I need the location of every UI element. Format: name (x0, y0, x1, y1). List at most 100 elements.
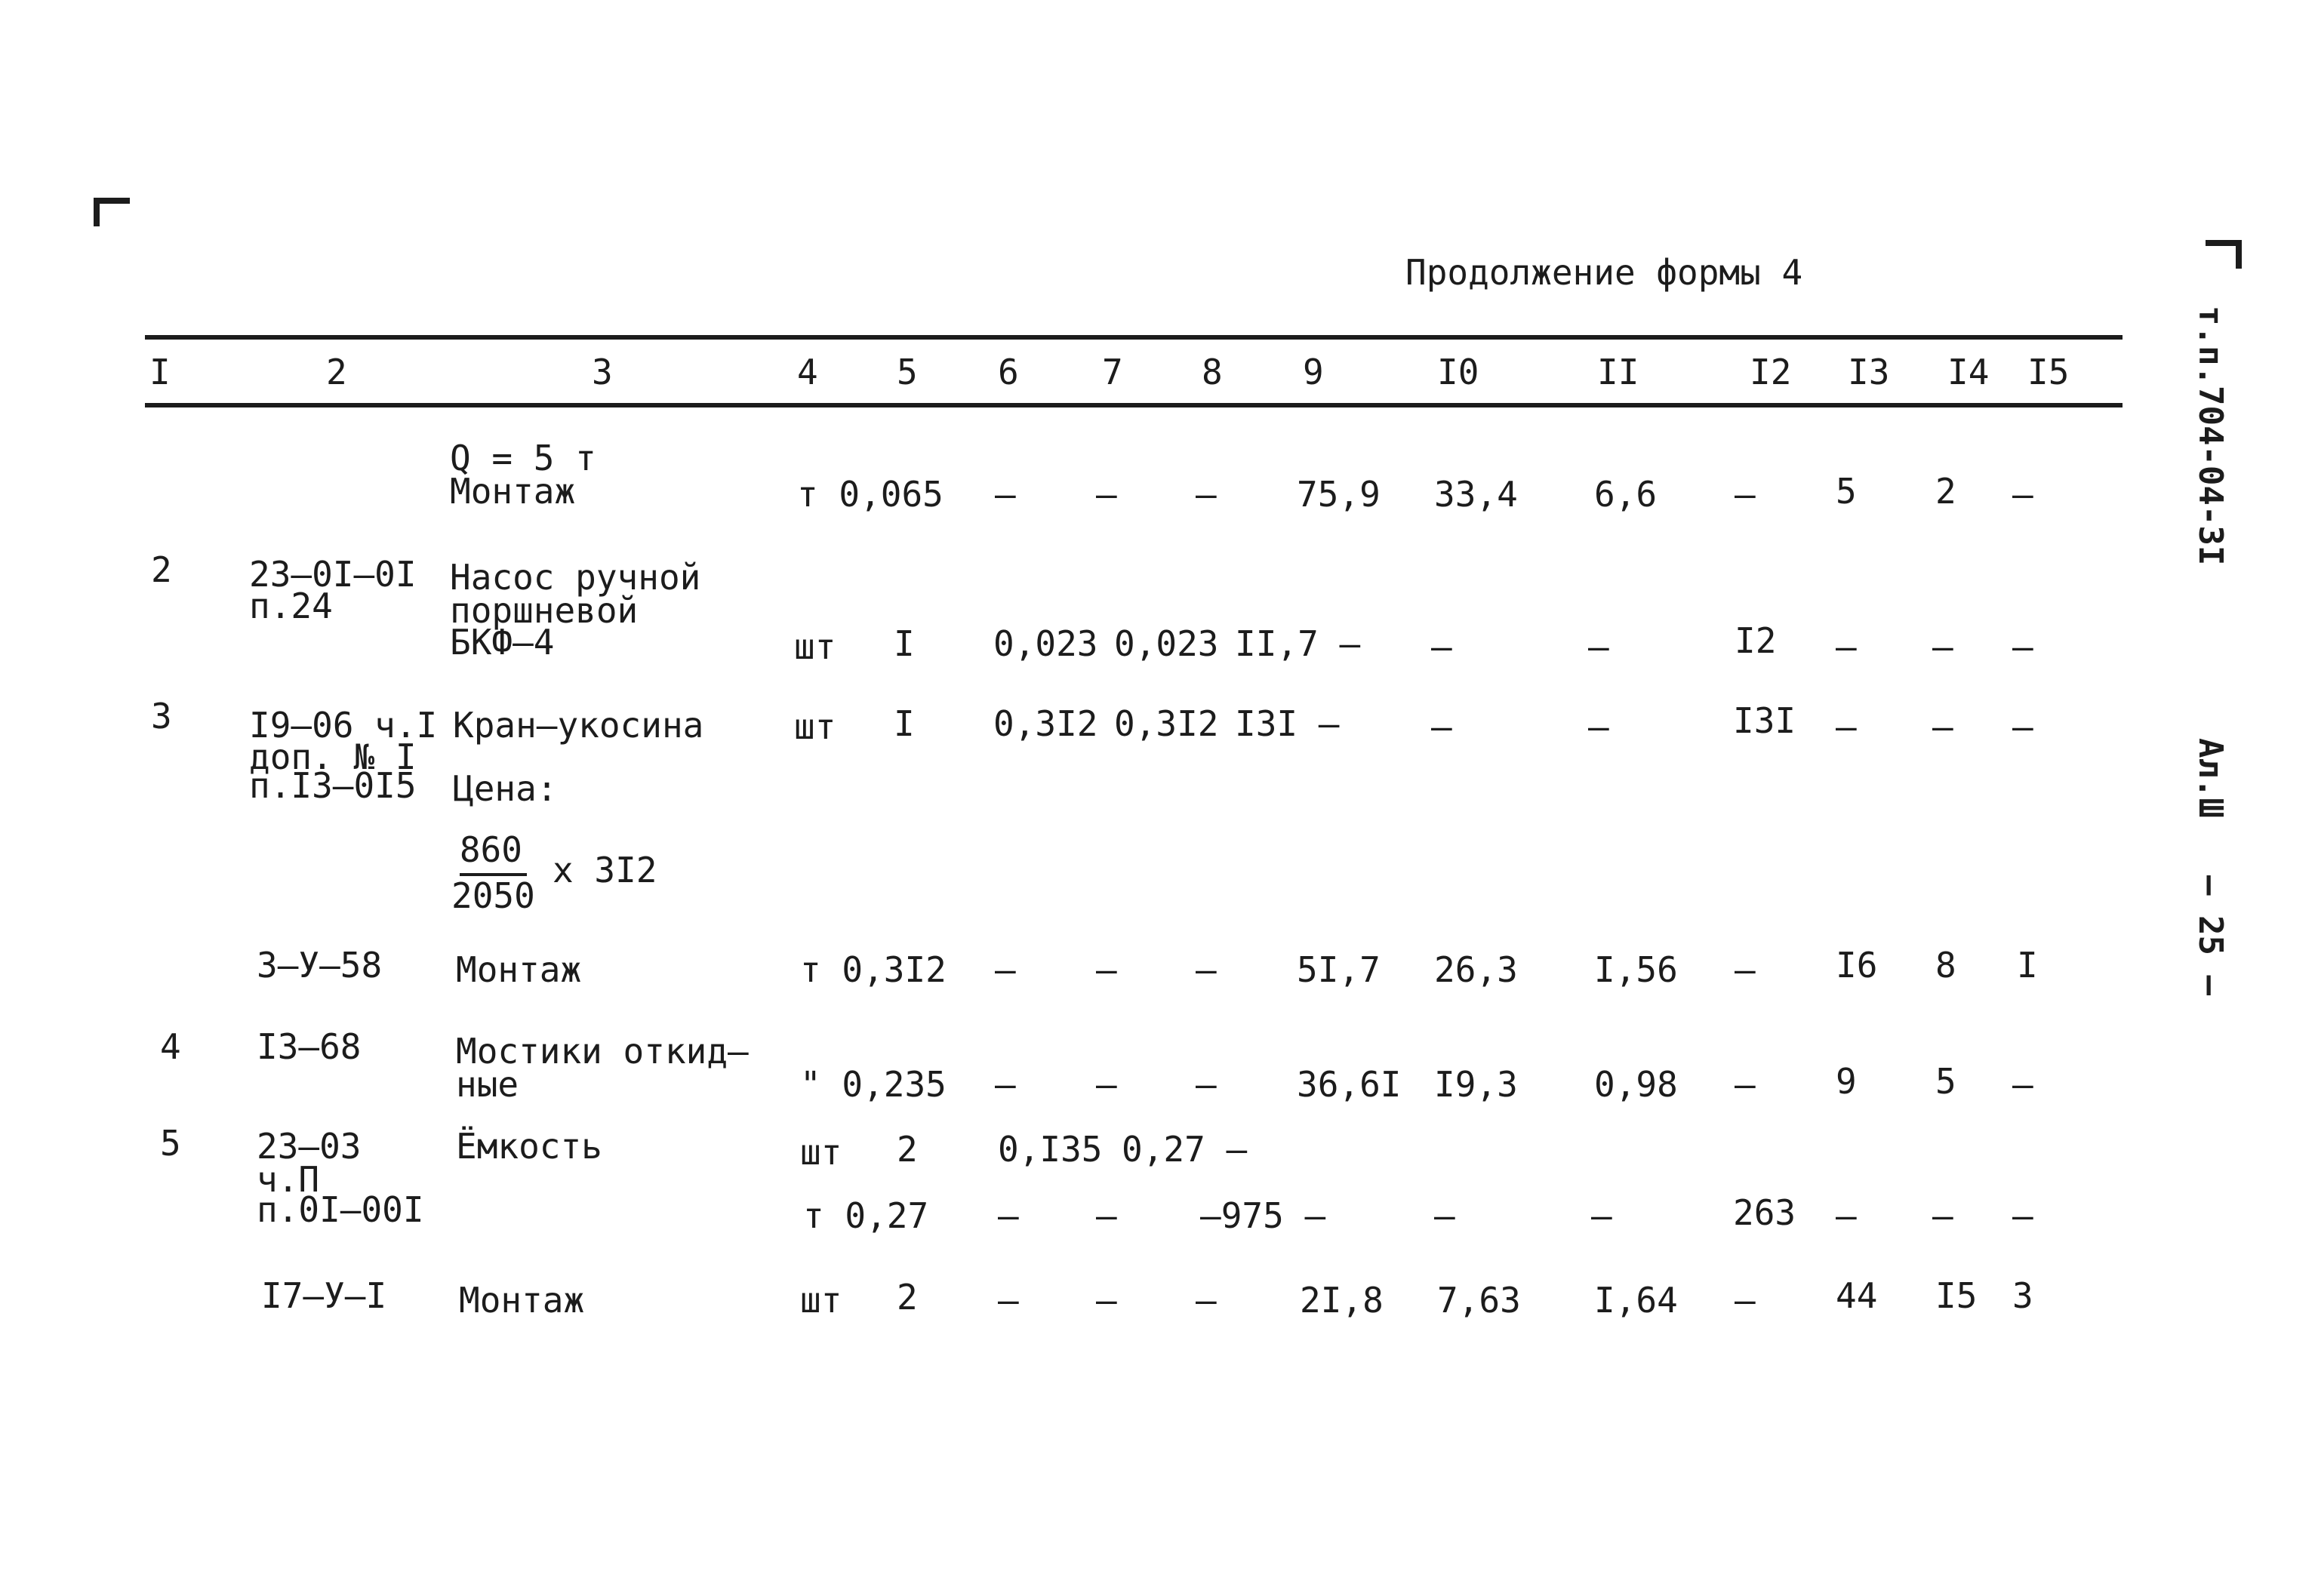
corner-mark-right (2206, 240, 2242, 269)
cell: – (2012, 1064, 2033, 1105)
quantity: 2 (897, 1129, 918, 1170)
cell: – (2012, 474, 2033, 515)
cell: I5 (1935, 1275, 1978, 1316)
cell: – (995, 474, 1016, 515)
page-number: — 25 — (2191, 875, 2230, 995)
fraction-numerator: 860 (459, 830, 527, 876)
item-name: Ёмкость (456, 1126, 602, 1167)
column-header: 5 (897, 352, 918, 392)
cell: – (1932, 626, 1953, 667)
cell: 33,4 (1434, 474, 1518, 515)
cell: 5 (1935, 1061, 1956, 1102)
cell: 7,63 (1437, 1280, 1521, 1321)
cell: – (1196, 1064, 1217, 1105)
cell: 0,023 (993, 623, 1098, 664)
cell: – (1096, 1280, 1117, 1321)
row-number: 2 (151, 549, 172, 590)
unit-quantity: т 0,3I2 (800, 949, 947, 990)
cell: – (998, 1280, 1019, 1321)
unit-quantity: " 0,235 (800, 1064, 947, 1105)
cell: I9,3 (1434, 1064, 1518, 1105)
item-name: ные (456, 1064, 519, 1105)
corner-mark-left (94, 198, 130, 226)
cell: I3I – (1235, 703, 1340, 744)
cell: – (1431, 706, 1452, 747)
cell: 0,98 (1594, 1064, 1678, 1105)
unit: шт (794, 706, 836, 747)
table-header-rule (145, 403, 2123, 407)
price-label: Цена: (453, 768, 558, 809)
cell: – (1735, 949, 1756, 990)
item-name: Мостики откид– (456, 1031, 749, 1072)
cell: – (1096, 1195, 1117, 1236)
cell: – (2012, 626, 2033, 667)
column-header: 4 (797, 352, 818, 392)
document-code: т.п.704-04-3I (2191, 306, 2230, 566)
item-name: БКФ–4 (450, 622, 555, 663)
cell: 75,9 (1297, 474, 1381, 515)
item-name: Насос ручной (450, 557, 701, 598)
cell: – (1836, 706, 1857, 747)
cell: – (1735, 1064, 1756, 1105)
unit: шт (800, 1280, 842, 1321)
cell: – (2012, 706, 2033, 747)
row-number: 5 (160, 1123, 181, 1164)
cell: – (1591, 1195, 1612, 1236)
cell: 2 (1935, 471, 1956, 512)
reference: доп. № I (249, 736, 417, 777)
cell: I,56 (1594, 949, 1678, 990)
cell: – (1096, 949, 1117, 990)
cell: – (2012, 1195, 2033, 1236)
cell: 5 (1836, 471, 1857, 512)
column-header: 6 (998, 352, 1019, 392)
cell: – (1434, 1195, 1455, 1236)
reference: п.I3–0I5 (249, 765, 417, 806)
cell: – (1196, 1280, 1217, 1321)
column-header: II (1597, 352, 1639, 392)
cell: 0,3I2 (1114, 703, 1219, 744)
cell: II,7 – (1235, 623, 1361, 664)
cell: 3 (2012, 1275, 2033, 1316)
cell: 0,3I2 (993, 703, 1098, 744)
cell: 0,023 (1114, 623, 1219, 664)
column-header: 8 (1202, 352, 1223, 392)
quantity: I (894, 703, 915, 744)
column-header: 9 (1303, 352, 1324, 392)
cell: – (1932, 706, 1953, 747)
table-top-rule (145, 335, 2123, 340)
album-label: Ал.Ш (2191, 738, 2230, 818)
quantity: 2 (897, 1277, 918, 1318)
cell: –975 – (1200, 1195, 1326, 1236)
item-name: Кран–укосина (453, 705, 704, 746)
unit-quantity: т 0,27 (803, 1195, 929, 1236)
cell: 26,3 (1434, 949, 1518, 990)
cell: I2 (1735, 620, 1777, 661)
cell: – (995, 949, 1016, 990)
column-header: I4 (1947, 352, 1990, 392)
cell: – (1196, 474, 1217, 515)
cell: – (1836, 1195, 1857, 1236)
cell: I3I (1733, 700, 1796, 741)
reference: 23–03 (257, 1126, 362, 1167)
cell: – (1588, 706, 1609, 747)
cell: – (1096, 1064, 1117, 1105)
column-header: 7 (1102, 352, 1123, 392)
cell: 2I,8 (1300, 1280, 1384, 1321)
cell: I (2017, 945, 2038, 986)
item-name: Монтаж (459, 1280, 585, 1321)
cell: I,64 (1594, 1280, 1678, 1321)
reference: 23–0I–0I (249, 554, 417, 595)
unit-quantity: т 0,065 (797, 474, 944, 515)
cell: 6,6 (1594, 474, 1658, 515)
price-fraction: 860 2050 (451, 830, 535, 916)
cell: I6 (1836, 945, 1878, 986)
column-header: I0 (1437, 352, 1479, 392)
item-name: Монтаж (456, 949, 582, 990)
cell: 44 (1836, 1275, 1878, 1316)
price-multiplier: х 3I2 (553, 850, 657, 890)
cell: – (1431, 626, 1452, 667)
column-header: I5 (2027, 352, 2070, 392)
column-header: 2 (326, 352, 347, 392)
page-title: Продолжение формы 4 (1405, 252, 1803, 293)
reference: I9–06 ч.I (249, 705, 438, 746)
